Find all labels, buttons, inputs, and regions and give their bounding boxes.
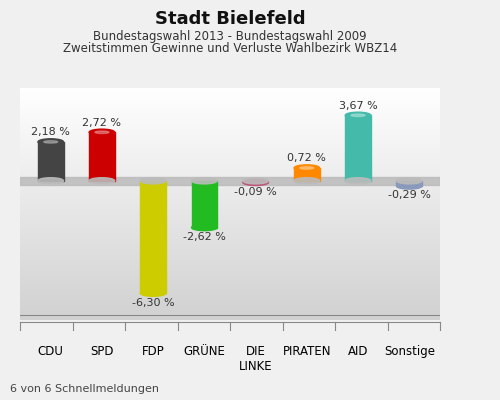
Ellipse shape — [140, 290, 166, 296]
Ellipse shape — [345, 112, 371, 118]
Ellipse shape — [396, 178, 422, 184]
Ellipse shape — [95, 131, 109, 134]
Bar — [20, 177, 440, 185]
Ellipse shape — [294, 178, 320, 184]
Text: -0,29 %: -0,29 % — [388, 190, 430, 200]
Bar — [89, 132, 115, 181]
Ellipse shape — [44, 141, 58, 143]
Bar — [38, 142, 64, 181]
Ellipse shape — [396, 183, 422, 189]
Text: Zweitstimmen Gewinne und Verluste Wahlbezirk WBZ14: Zweitstimmen Gewinne und Verluste Wahlbe… — [63, 42, 397, 55]
Ellipse shape — [351, 114, 365, 116]
Ellipse shape — [294, 165, 320, 171]
Text: -0,09 %: -0,09 % — [234, 187, 277, 197]
Ellipse shape — [192, 178, 217, 184]
Ellipse shape — [38, 178, 64, 184]
Bar — [140, 181, 166, 293]
Ellipse shape — [243, 178, 268, 184]
Ellipse shape — [38, 139, 64, 145]
Text: 0,72 %: 0,72 % — [288, 154, 327, 164]
Ellipse shape — [243, 179, 268, 186]
Bar — [396, 181, 422, 186]
Bar — [192, 181, 217, 228]
Ellipse shape — [89, 129, 115, 135]
Ellipse shape — [192, 224, 217, 231]
Text: 2,18 %: 2,18 % — [32, 128, 70, 138]
Ellipse shape — [345, 178, 371, 184]
Text: -6,30 %: -6,30 % — [132, 298, 174, 308]
Text: 6 von 6 Schnellmeldungen: 6 von 6 Schnellmeldungen — [10, 384, 159, 394]
Text: Stadt Bielefeld: Stadt Bielefeld — [154, 10, 306, 28]
Bar — [294, 168, 320, 181]
Ellipse shape — [300, 167, 314, 169]
Bar — [345, 115, 371, 181]
Text: 2,72 %: 2,72 % — [82, 118, 122, 128]
Ellipse shape — [140, 178, 166, 184]
Text: -2,62 %: -2,62 % — [183, 232, 226, 242]
Ellipse shape — [89, 178, 115, 184]
Text: Bundestagswahl 2013 - Bundestagswahl 2009: Bundestagswahl 2013 - Bundestagswahl 200… — [93, 30, 367, 43]
Text: 3,67 %: 3,67 % — [338, 101, 378, 111]
Bar — [243, 181, 268, 182]
